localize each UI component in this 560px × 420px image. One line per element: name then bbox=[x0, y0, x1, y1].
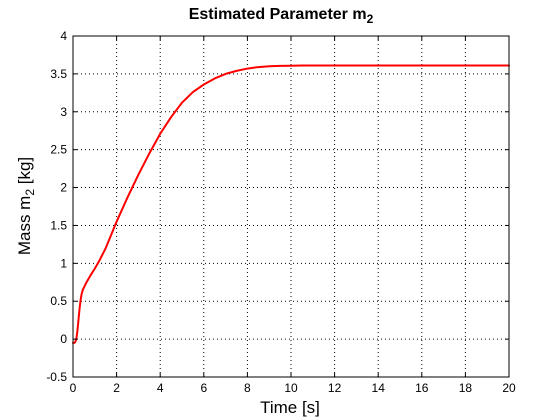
y-tick-label: 3 bbox=[60, 105, 67, 119]
y-tick-label: -0.5 bbox=[46, 370, 67, 384]
y-axis-label-main: Mass m bbox=[15, 196, 34, 256]
x-tick-label: 12 bbox=[328, 381, 342, 395]
y-tick-label: 0.5 bbox=[50, 294, 67, 308]
y-tick-label: 3.5 bbox=[50, 67, 67, 81]
chart-title-main: Estimated Parameter m bbox=[189, 6, 367, 23]
x-tick-label: 18 bbox=[459, 381, 473, 395]
x-tick-label: 14 bbox=[372, 381, 386, 395]
x-tick-label: 6 bbox=[200, 381, 207, 395]
y-axis-label: Mass m2 [kg] bbox=[15, 157, 37, 255]
chart-title: Estimated Parameter m2 bbox=[189, 6, 374, 26]
series-layer bbox=[72, 64, 510, 344]
plot-area bbox=[73, 36, 509, 377]
grid bbox=[73, 36, 509, 377]
x-tick-label: 20 bbox=[502, 381, 516, 395]
x-tick-label: 0 bbox=[70, 381, 77, 395]
ticks: 0 2 4 6 8 10 12 14 16 18 20-0.500.511.522.533.54 bbox=[46, 29, 516, 395]
series-line-0 bbox=[72, 64, 510, 344]
x-tick-label: 4 bbox=[157, 381, 164, 395]
x-axis-label: Time [s] bbox=[260, 398, 320, 417]
y-tick-label: 1.5 bbox=[50, 218, 67, 232]
x-tick-label: 16 bbox=[415, 381, 429, 395]
x-tick-label: 8 bbox=[244, 381, 251, 395]
y-tick-label: 0 bbox=[60, 332, 67, 346]
y-tick-label: 2.5 bbox=[50, 143, 67, 157]
y-tick-label: 1 bbox=[60, 256, 67, 270]
y-tick-label: 4 bbox=[60, 29, 67, 43]
y-axis-label-subscript: 2 bbox=[23, 189, 37, 196]
x-tick-label: 10 bbox=[284, 381, 298, 395]
y-axis-label-unit: [kg] bbox=[15, 157, 34, 189]
y-tick-label: 2 bbox=[60, 181, 67, 195]
chart-title-subscript: 2 bbox=[367, 12, 374, 26]
x-tick-label: 2 bbox=[113, 381, 120, 395]
